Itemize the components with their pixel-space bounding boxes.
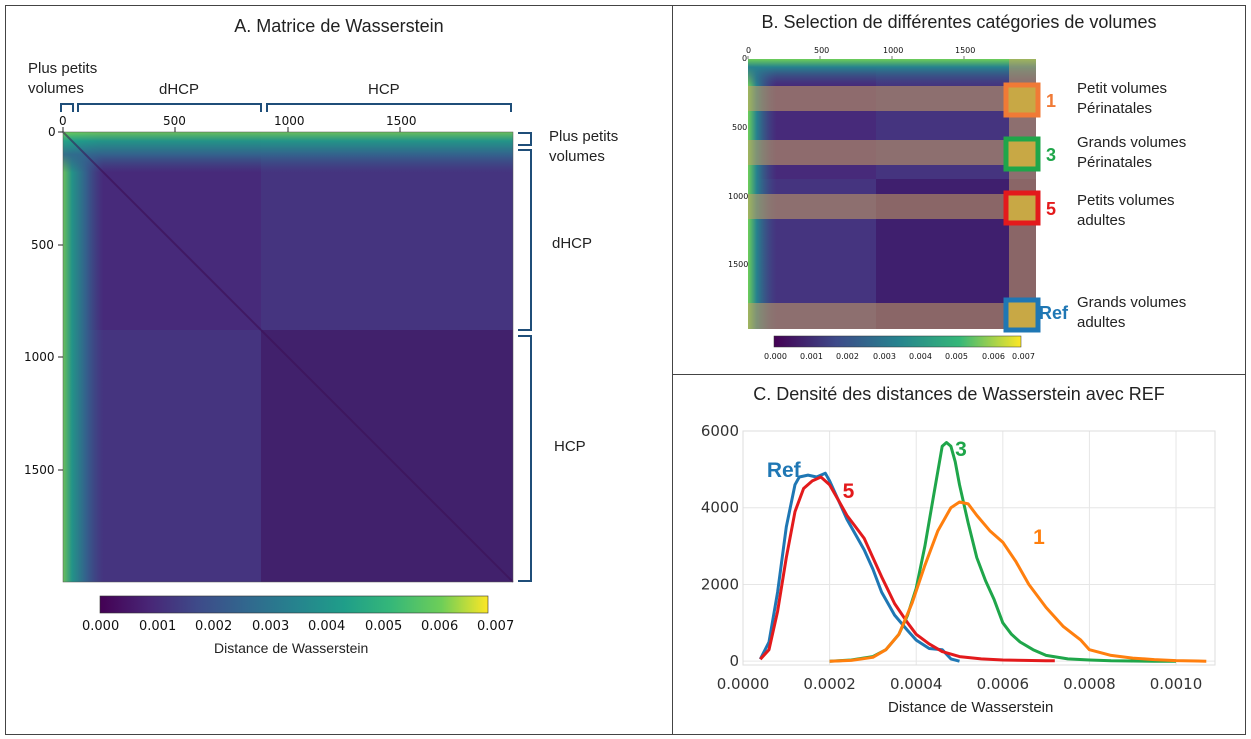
series-line-5 xyxy=(759,475,1055,663)
axis-ticks: 0.0000 0.0002 0.0004 0.0006 0.0008 0.0010 0 200… xyxy=(701,422,1202,693)
b-y-tick: 0 xyxy=(742,54,748,63)
y-tick-label: 6000 xyxy=(701,422,739,440)
b-colorbar-tick: 0.005 xyxy=(945,352,968,361)
category-marker-ref: Ref xyxy=(1039,303,1069,323)
band-ref xyxy=(748,303,1036,329)
series-label-ref: Ref xyxy=(767,459,802,482)
category-box-5 xyxy=(1003,190,1041,226)
b-colorbar-tick: 0.006 xyxy=(982,352,1005,361)
top-label-hcp: HCP xyxy=(368,81,400,98)
b-colorbar-tick: 0.003 xyxy=(873,352,896,361)
category-label-5: Petits volumes adultes xyxy=(1077,192,1175,229)
b-y-tick: 1500 xyxy=(728,260,749,269)
y-tick-label: 0 xyxy=(729,652,739,670)
panel-a-title: A. Matrice de Wasserstein xyxy=(234,16,444,36)
series-line-ref xyxy=(758,471,960,663)
series-label-3: 3 xyxy=(955,438,967,461)
b-colorbar-tick: 0.000 xyxy=(764,352,787,361)
a-y-tick: 0 xyxy=(48,125,56,139)
a-y-tick: 1000 xyxy=(24,350,55,364)
panel-c: C. Densité des distances de Wasserstein … xyxy=(672,374,1246,735)
series-label-5: 5 xyxy=(843,480,855,503)
b-colorbar-tick: 0.004 xyxy=(909,352,932,361)
b-y-tick: 500 xyxy=(732,123,748,132)
grid xyxy=(742,430,1215,665)
top-label-dhcp: dHCP xyxy=(159,81,200,98)
x-tick-label: 0.0006 xyxy=(977,675,1030,693)
series-line-1 xyxy=(829,500,1207,663)
category-label-1: Petit volumes Périnatales xyxy=(1077,80,1168,117)
c-xlabel: Distance de Wasserstein xyxy=(888,699,1054,716)
b-colorbar-tick: 0.007 xyxy=(1012,352,1035,361)
b-x-tick: 500 xyxy=(814,46,830,55)
heatmap-a-svg xyxy=(58,103,532,614)
a-colorbar-tick: 0.001 xyxy=(139,619,177,634)
b-y-tick: 1000 xyxy=(728,192,749,201)
y-tick-label: 4000 xyxy=(701,499,739,517)
category-marker-5: 5 xyxy=(1046,199,1057,219)
right-label-small-volumes: Plus petits volumes xyxy=(549,128,619,165)
x-tick-label: 0.0002 xyxy=(803,675,856,693)
y-tick-label: 2000 xyxy=(701,575,739,593)
a-colorbar-tick: 0.003 xyxy=(252,619,290,634)
a-colorbar-tick: 0.004 xyxy=(308,619,346,634)
right-braces xyxy=(518,132,532,582)
series-lines xyxy=(758,441,1207,663)
series-label-1: 1 xyxy=(1033,526,1045,549)
b-colorbar-tick: 0.001 xyxy=(800,352,823,361)
category-box-ref xyxy=(1003,297,1041,333)
x-tick-label: 0.0008 xyxy=(1063,675,1116,693)
b-x-tick: 1500 xyxy=(955,46,976,55)
category-box-1 xyxy=(1003,82,1041,118)
a-colorbar-tick: 0.007 xyxy=(477,619,515,634)
right-label-hcp: HCP xyxy=(554,438,586,455)
a-colorbar-tick: 0.000 xyxy=(82,619,120,634)
panel-a: A. Matrice de Wasserstein Plus petits vo… xyxy=(5,5,673,735)
a-x-tick: 0 xyxy=(59,114,67,128)
a-y-tick: 500 xyxy=(31,238,54,252)
a-colorbar-tick: 0.006 xyxy=(421,619,459,634)
right-label-dhcp: dHCP xyxy=(552,235,593,252)
a-x-tick: 500 xyxy=(163,114,186,128)
category-marker-3: 3 xyxy=(1046,145,1057,165)
panel-b: B. Selection de différentes catégories d… xyxy=(672,5,1246,375)
heatmap-b xyxy=(748,59,1036,329)
a-x-tick: 1000 xyxy=(274,114,305,128)
category-label-3: Grands volumes Périnatales xyxy=(1077,134,1187,171)
a-y-tick: 1500 xyxy=(24,463,55,477)
top-label-small-volumes: Plus petits volumes xyxy=(28,60,98,97)
category-marker-1: 1 xyxy=(1046,91,1057,111)
b-x-tick: 1000 xyxy=(883,46,904,55)
a-x-tick: 1500 xyxy=(386,114,417,128)
a-colorbar-label: Distance de Wasserstein xyxy=(214,640,369,656)
plot-frame xyxy=(742,430,1216,666)
x-tick-label: 0.0004 xyxy=(890,675,943,693)
colorbar-b xyxy=(773,335,1022,348)
series-labels: Ref 5 3 1 xyxy=(767,438,1045,549)
top-braces xyxy=(60,103,512,112)
category-box-3 xyxy=(1003,136,1041,172)
panel-b-title: B. Selection de différentes catégories d… xyxy=(761,12,1157,32)
heatmap-a xyxy=(62,131,514,583)
x-tick-label: 0.0000 xyxy=(717,675,770,693)
x-tick-label: 0.0010 xyxy=(1150,675,1203,693)
a-colorbar-tick: 0.005 xyxy=(365,619,403,634)
b-colorbar-tick: 0.002 xyxy=(836,352,859,361)
band-1 xyxy=(748,86,1036,111)
a-colorbar-tick: 0.002 xyxy=(195,619,233,634)
panel-c-title: C. Densité des distances de Wasserstein … xyxy=(753,384,1165,404)
category-label-ref: Grands volumes adultes xyxy=(1077,294,1187,331)
band-3 xyxy=(748,140,1036,165)
band-5 xyxy=(748,194,1036,219)
heatmap-b-svg xyxy=(747,56,1041,348)
b-x-tick: 0 xyxy=(746,46,752,55)
colorbar-a xyxy=(99,595,489,614)
